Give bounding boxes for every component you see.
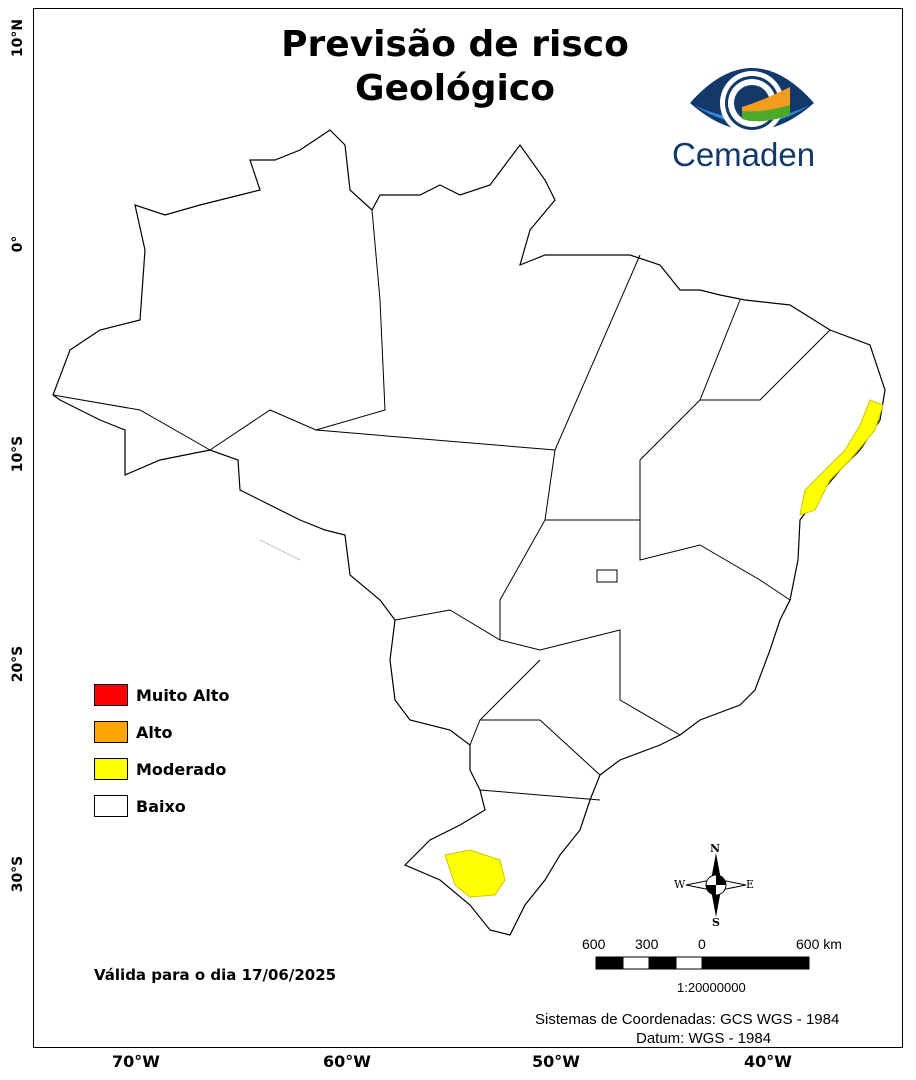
lon-label: 50°W <box>532 1052 580 1071</box>
moderado-areas <box>444 399 884 898</box>
cemaden-logo <box>690 68 814 135</box>
legend-swatch <box>94 684 128 706</box>
lat-label: 20°S <box>10 645 26 683</box>
legend-item-moderado: Moderado <box>94 758 226 780</box>
logo-text: Cemaden <box>672 136 816 173</box>
scale-label: 300 <box>635 936 659 952</box>
compass-w: W <box>674 878 686 891</box>
crs-text: Sistemas de Coordenadas: GCS WGS - 1984 <box>535 1011 840 1028</box>
moderado-area-ne-coast <box>799 399 884 516</box>
lat-label: 0° <box>10 235 26 253</box>
legend-swatch <box>94 758 128 780</box>
map-frame <box>33 8 903 1048</box>
datum-text: Datum: WGS - 1984 <box>636 1030 772 1047</box>
legend-swatch <box>94 795 128 817</box>
legend-item-muito-alto: Muito Alto <box>94 684 230 706</box>
scale-label: 0 <box>698 936 706 952</box>
compass-e: E <box>746 878 755 891</box>
compass-n: N <box>710 842 721 855</box>
lat-label: 10°S <box>10 435 26 473</box>
legend-swatch <box>94 721 128 743</box>
scale-ratio: 1:20000000 <box>677 980 746 995</box>
lon-label: 60°W <box>323 1052 371 1071</box>
lon-label: 70°W <box>112 1052 160 1071</box>
scale-label: 600 <box>582 936 606 952</box>
map-title-line2: Geológico <box>355 68 555 109</box>
legend-label: Muito Alto <box>136 685 230 705</box>
legend-item-alto: Alto <box>94 721 173 743</box>
legend-label: Alto <box>136 722 173 742</box>
scale-label: 600 km <box>796 936 842 952</box>
legend-label: Moderado <box>136 759 227 779</box>
lat-label: 10°N <box>10 18 26 58</box>
lon-label: 40°W <box>744 1052 792 1071</box>
legend-label: Baixo <box>136 796 186 816</box>
compass-s: S <box>712 916 720 929</box>
compass-rose-icon <box>685 853 747 917</box>
moderado-area-rs <box>444 849 506 898</box>
map-title-line1: Previsão de risco <box>281 24 629 65</box>
scale-bar <box>595 956 810 970</box>
state-borders <box>52 209 831 801</box>
legend-item-baixo: Baixo <box>94 795 186 817</box>
validity-date: Válida para o dia 17/06/2025 <box>94 966 337 984</box>
lat-label: 30°S <box>10 855 26 893</box>
